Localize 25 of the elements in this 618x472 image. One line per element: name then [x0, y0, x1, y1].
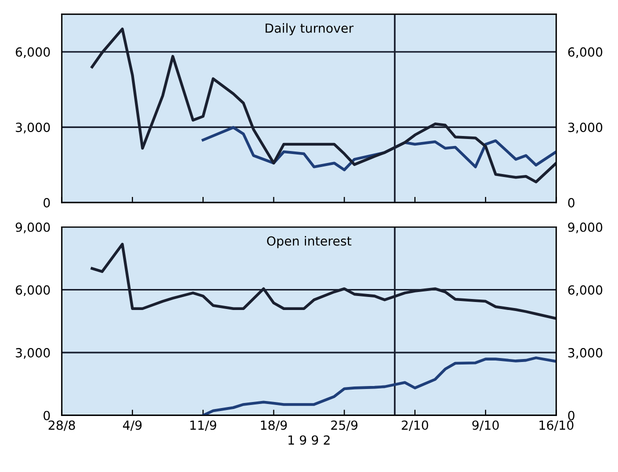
y2-tick-label: 3,000	[568, 122, 602, 134]
x-tick-label: 4/9	[122, 420, 142, 431]
x-tick-label: 18/9	[261, 420, 287, 431]
y-tick-label: 6,000	[16, 47, 50, 58]
y2-tick-label: 0	[568, 198, 574, 208]
x-tick-label: 28/8	[48, 420, 75, 431]
x-axis-title: 1 9 9 2	[288, 435, 330, 445]
x-tick-label: 11/9	[190, 420, 216, 431]
x-tick-label: 25/9	[331, 420, 358, 431]
x-tick-label: 16/10	[540, 420, 574, 431]
x-tick-label: 2/10	[402, 420, 428, 431]
text: Daily turnover	[266, 23, 354, 36]
y-tick-label: 0	[44, 410, 50, 420]
y-tick-label: 9,000	[16, 222, 50, 234]
x-tick-label: 9/10	[472, 420, 499, 431]
y-tick-label: 3,000	[16, 122, 50, 134]
y2-tick-label: 6,000	[568, 47, 602, 58]
y-tick-label: 0	[44, 198, 50, 208]
y-tick-label: 6,000	[16, 285, 50, 296]
y2-tick-label: 3,000	[568, 348, 602, 359]
y2-tick-label: 6,000	[568, 285, 602, 296]
y2-tick-label: 0	[568, 410, 574, 420]
y2-tick-label: 9,000	[568, 222, 602, 234]
y-tick-label: 3,000	[16, 348, 50, 359]
text: Open interest	[267, 236, 352, 248]
